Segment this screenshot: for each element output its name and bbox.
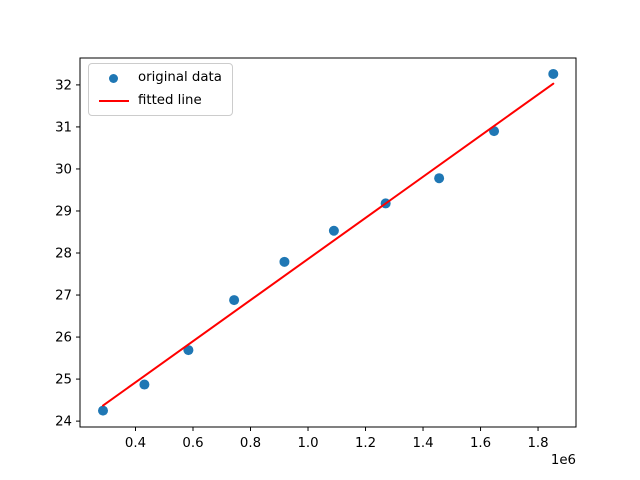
legend-item-fitted-line: fitted line [98,92,222,110]
y-tick-label: 25 [55,373,72,388]
x-axis-offset-label: 1e6 [551,453,576,468]
data-point [434,173,445,184]
y-tick-label: 29 [55,204,72,219]
x-tick-label: 1.8 [527,436,548,451]
y-tick-label: 26 [55,331,72,346]
x-tick-label: 0.4 [125,436,146,451]
y-tick-label: 30 [55,162,72,177]
y-tick-label: 24 [55,415,72,430]
x-tick-label: 0.8 [240,436,261,451]
y-tick-label: 28 [55,247,72,262]
data-point [279,256,290,267]
y-tick-label: 32 [55,78,72,93]
legend-label-fitted-line: fitted line [138,93,202,108]
x-tick-label: 1.4 [412,436,433,451]
line-marker-icon [98,100,129,102]
scatter-marker-icon [109,73,118,83]
x-tick-label: 1.6 [470,436,491,451]
data-point [328,225,339,236]
legend-label-original-data: original data [138,70,222,85]
y-tick-label: 27 [55,289,72,304]
data-point [548,68,559,79]
y-tick-label: 31 [55,120,72,135]
legend-handle [98,100,129,102]
legend-handle [98,73,129,83]
x-tick-label: 1.2 [355,436,376,451]
data-point [183,345,194,356]
x-tick-label: 1.0 [297,436,318,451]
data-point [98,405,109,416]
data-point [229,295,240,306]
fitted-line [102,82,555,407]
data-point [139,379,150,390]
axes-frame [79,57,577,428]
legend-item-original-data: original data [98,69,222,87]
x-tick-label: 0.6 [182,436,203,451]
legend: original data fitted line [88,63,233,116]
